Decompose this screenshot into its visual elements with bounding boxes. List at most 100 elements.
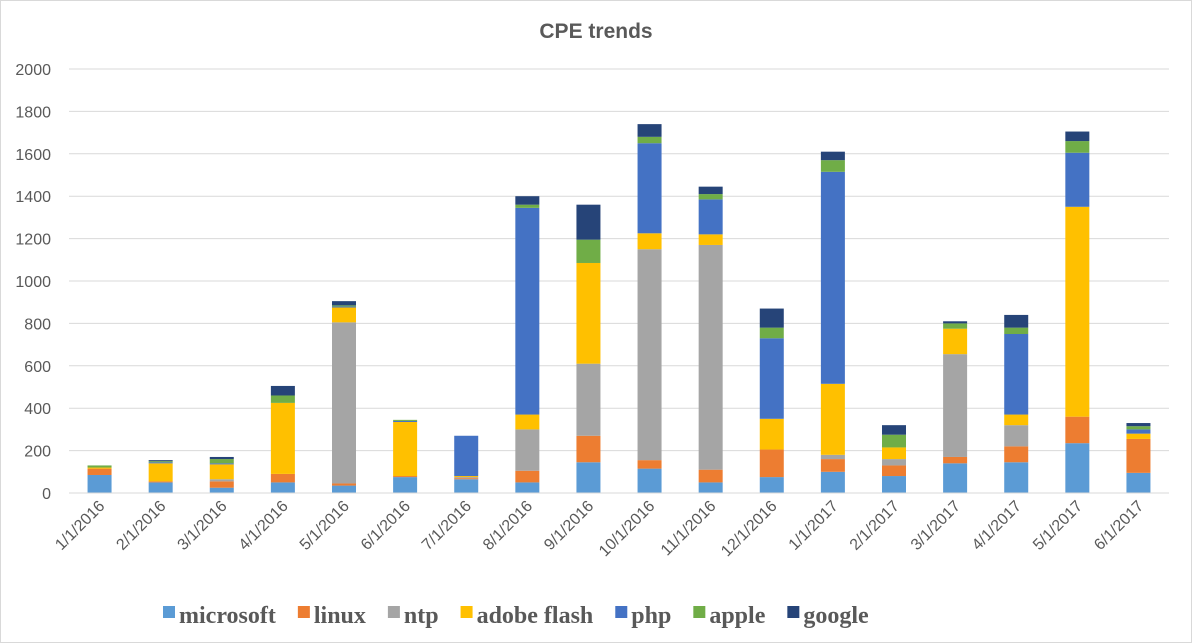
- legend-swatch: [297, 606, 310, 618]
- legend-label: ntp: [404, 603, 439, 629]
- bar-stack: [1126, 423, 1151, 493]
- bar-segment-adobe-flash: [820, 383, 845, 455]
- x-tick-label: 3/1/2016: [175, 498, 231, 554]
- legend-item-apple: apple: [693, 603, 766, 629]
- legend-label: google: [803, 603, 869, 629]
- bar-segment-apple: [698, 194, 723, 200]
- bar-segment-microsoft: [332, 485, 356, 493]
- bar-segment-adobe-flash: [576, 262, 601, 364]
- x-axis-ticks: 1/1/2016 2/1/2016 3/1/2016 4/1/2016 5/1/2016…: [52, 498, 1147, 560]
- bar-segment-adobe-flash: [270, 402, 295, 474]
- bar-segment-google: [1004, 314, 1029, 328]
- bar-segment-apple: [1065, 141, 1090, 153]
- bar-segment-php: [759, 338, 784, 419]
- bar-segment-google: [943, 321, 968, 324]
- gridlines: [69, 68, 1169, 452]
- bar-segment-linux: [637, 460, 662, 469]
- bar-segment-adobe-flash: [515, 414, 540, 430]
- bar-segment-apple: [148, 461, 173, 463]
- bar-segment-google: [515, 196, 540, 205]
- bar-segment-linux: [454, 478, 479, 480]
- bar-segment-linux: [148, 481, 173, 483]
- y-tick-label: 1800: [15, 104, 51, 121]
- bar-segment-apple: [637, 136, 662, 144]
- bar-segment-linux: [1004, 446, 1029, 463]
- y-tick-label: 600: [24, 359, 51, 376]
- legend-swatch: [163, 606, 175, 618]
- bar-segment-ntp: [454, 477, 479, 479]
- bar-segment-google: [1065, 131, 1090, 142]
- x-tick-label: 10/1/2016: [596, 498, 658, 560]
- y-tick-label: 1600: [15, 147, 51, 164]
- bar-segment-adobe-flash: [1126, 433, 1151, 439]
- bar-segment-php: [332, 306, 356, 308]
- x-tick-label: 8/1/2016: [480, 498, 536, 554]
- bar-segment-php: [637, 143, 662, 234]
- x-tick-label: 1/1/2017: [786, 498, 842, 554]
- bar-segment-apple: [576, 239, 601, 263]
- bar-segment-adobe-flash: [698, 234, 723, 245]
- legend-swatch: [460, 606, 473, 618]
- bar-segment-apple: [515, 204, 540, 208]
- bar-segment-apple: [270, 395, 295, 403]
- bar-segment-linux: [576, 435, 601, 463]
- y-tick-label: 0: [42, 486, 51, 503]
- bar-segment-microsoft: [148, 482, 173, 493]
- bar-segment-ntp: [515, 429, 540, 471]
- y-tick-label: 1200: [15, 232, 51, 249]
- bar-segment-ntp: [820, 454, 845, 460]
- bar-segment-microsoft: [87, 474, 112, 493]
- bar-segment-ntp: [943, 354, 968, 457]
- legend-label: linux: [314, 603, 366, 629]
- legend-swatch: [787, 606, 800, 618]
- x-tick-label: 1/1/2016: [52, 498, 108, 554]
- bar-segment-php: [1126, 429, 1151, 434]
- bar-segment-google: [637, 124, 662, 137]
- legend-label: adobe flash: [477, 603, 594, 629]
- bar-stack: [637, 124, 662, 493]
- bar-stack: [759, 308, 784, 493]
- bar-segment-php: [515, 207, 540, 415]
- bar-segment-adobe-flash: [1004, 414, 1029, 426]
- bar-segment-microsoft: [943, 463, 968, 493]
- bar-segment-php: [1004, 334, 1029, 415]
- x-tick-label: 11/1/2016: [658, 498, 720, 560]
- bar-segment-ntp: [698, 244, 723, 470]
- legend-item-ntp: ntp: [387, 603, 439, 629]
- bar-segment-microsoft: [393, 477, 418, 493]
- x-tick-label: 5/1/2017: [1030, 498, 1086, 554]
- x-tick-label: 6/1/2017: [1091, 498, 1147, 554]
- bar-segment-adobe-flash: [332, 307, 356, 323]
- bar-segment-microsoft: [454, 479, 479, 493]
- bar-segment-apple: [943, 323, 968, 329]
- x-tick-label: 6/1/2016: [358, 498, 414, 554]
- bar-segment-google: [332, 301, 356, 306]
- bar-segment-apple: [209, 459, 234, 464]
- bar-segment-apple: [759, 327, 784, 339]
- chart-title: CPE trends: [539, 20, 652, 43]
- bar-segment-microsoft: [698, 482, 723, 493]
- bar-stack: [148, 460, 173, 493]
- bar-segment-adobe-flash: [637, 233, 662, 250]
- bar-segment-apple: [882, 434, 906, 448]
- bar-segment-linux: [209, 481, 234, 488]
- x-tick-label: 3/1/2017: [908, 498, 964, 554]
- bar-segment-microsoft: [1065, 443, 1090, 493]
- bar-stack: [332, 301, 356, 493]
- bar-segment-microsoft: [209, 487, 234, 493]
- bar-segment-adobe-flash: [87, 467, 112, 469]
- bar-segment-microsoft: [820, 471, 845, 493]
- bar-segment-adobe-flash: [148, 463, 173, 482]
- bar-segment-linux: [882, 465, 906, 477]
- legend-label: apple: [709, 603, 765, 629]
- bar-stack: [820, 151, 845, 493]
- y-axis-ticks: 0 200 400 600 800 1000 1200 1400 1600 1800 2000: [15, 62, 51, 503]
- x-tick-label: 4/1/2016: [236, 498, 292, 554]
- y-tick-label: 400: [24, 401, 51, 418]
- legend-swatch: [387, 606, 400, 618]
- bar-segment-google: [882, 425, 906, 435]
- legend-item-php: php: [615, 603, 671, 629]
- bar-segment-linux: [1126, 438, 1151, 473]
- legend: microsoft linux ntp adobe flash php apple goog…: [163, 603, 869, 629]
